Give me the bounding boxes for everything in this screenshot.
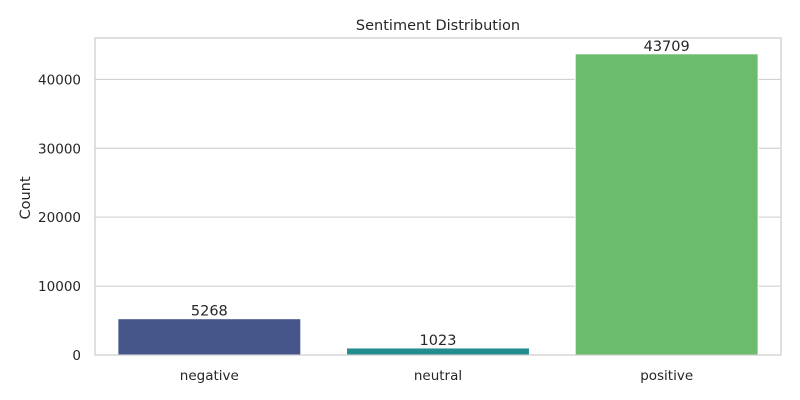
chart-title: Sentiment Distribution <box>356 18 520 34</box>
y-tick-label: 40000 <box>38 72 81 88</box>
x-tick-labels: negative neutral positive <box>180 368 693 384</box>
data-labels: 5268 1023 43709 <box>191 39 690 349</box>
y-axis-label: Count <box>18 176 34 219</box>
x-tick-label-neutral: neutral <box>414 368 462 384</box>
x-tick-label-negative: negative <box>180 368 239 384</box>
y-tick-labels: 0 10000 20000 30000 40000 <box>38 72 81 364</box>
y-tick-label: 10000 <box>38 279 81 295</box>
data-label-positive: 43709 <box>644 39 690 55</box>
y-tick-label: 30000 <box>38 141 81 157</box>
bars <box>117 53 759 356</box>
bar-negative <box>117 318 302 356</box>
data-label-neutral: 1023 <box>420 333 457 349</box>
x-tick-label-positive: positive <box>640 368 693 384</box>
y-tick-label: 20000 <box>38 210 81 226</box>
data-label-negative: 5268 <box>191 304 228 320</box>
bar-positive <box>574 53 759 356</box>
y-tick-label: 0 <box>72 348 81 364</box>
plot-frame <box>94 37 782 356</box>
bar-neutral <box>346 347 530 356</box>
